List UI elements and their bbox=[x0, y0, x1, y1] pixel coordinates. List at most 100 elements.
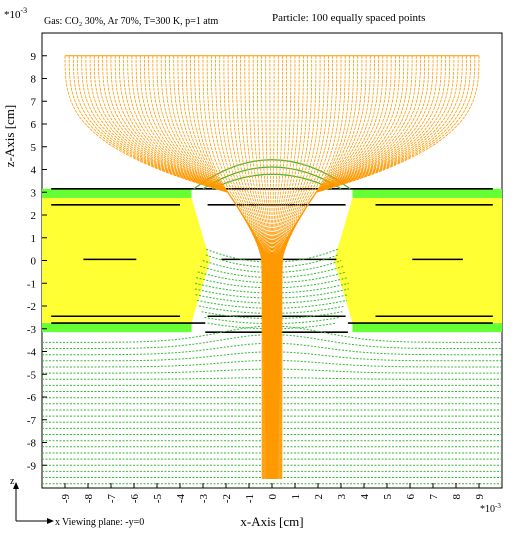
drift-line-32 bbox=[198, 55, 271, 479]
electrode-top-left bbox=[42, 188, 192, 198]
x-tick-label-4: 4 bbox=[359, 494, 371, 500]
y-ticks: -9 -8 -7 -6 -5 -4 -3 -2 -1 0 1 2 3 4 5 6 7 8 9 bbox=[27, 51, 47, 472]
field-line-drift-5 bbox=[42, 368, 502, 374]
field-line-hole-4 bbox=[196, 299, 348, 309]
drift-line-64 bbox=[273, 55, 333, 479]
insulator-right bbox=[334, 197, 502, 324]
drift-line-0 bbox=[64, 55, 268, 479]
drift-line-51 bbox=[271, 55, 279, 479]
drift-line-38 bbox=[223, 55, 272, 479]
x-tick-label--5: -5 bbox=[152, 494, 164, 504]
y-tick-label-7: 7 bbox=[31, 96, 37, 108]
axis-orientation-glyph: z x bbox=[10, 476, 60, 528]
drift-line-8 bbox=[98, 55, 269, 479]
drift-line-56 bbox=[272, 55, 300, 479]
x-tick-label-3: 3 bbox=[336, 494, 348, 500]
drift-line-57 bbox=[272, 55, 304, 479]
drift-line-82 bbox=[275, 55, 409, 479]
y-tick-label-2: 2 bbox=[31, 210, 37, 222]
drift-line-63 bbox=[273, 55, 329, 479]
drift-line-36 bbox=[215, 55, 271, 479]
x-tick-label--6: -6 bbox=[129, 494, 141, 504]
drift-line-42 bbox=[240, 55, 272, 479]
drift-line-99 bbox=[276, 55, 480, 479]
x-axis-label: x-Axis [cm] bbox=[240, 514, 303, 529]
drift-line-28 bbox=[181, 55, 271, 479]
electrode-bottom-left bbox=[42, 323, 192, 333]
x-tick-label-6: 6 bbox=[405, 494, 417, 500]
x-tick-label-2: 2 bbox=[313, 494, 325, 500]
x-tick-label-8: 8 bbox=[451, 494, 463, 500]
drift-line-26 bbox=[173, 55, 270, 479]
x-tick-label--8: -8 bbox=[83, 494, 95, 504]
insulator-left bbox=[42, 197, 210, 324]
y-tick-label-1: 1 bbox=[31, 233, 37, 245]
drift-line-62 bbox=[272, 55, 325, 479]
y-tick-label--6: -6 bbox=[27, 392, 37, 404]
drift-line-46 bbox=[257, 55, 272, 479]
drift-line-40 bbox=[231, 55, 272, 479]
axis-glyph-x: x bbox=[55, 517, 60, 528]
drift-line-52 bbox=[271, 55, 283, 479]
x-tick-label-7: 7 bbox=[428, 494, 440, 500]
y-tick-label-8: 8 bbox=[31, 74, 37, 86]
drift-line-39 bbox=[227, 55, 272, 479]
field-line-hole-3 bbox=[198, 305, 346, 314]
y-tick-label--1: -1 bbox=[27, 278, 36, 290]
x-tick-label--7: -7 bbox=[106, 494, 118, 504]
drift-line-97 bbox=[276, 55, 471, 479]
drift-line-43 bbox=[244, 55, 272, 479]
drift-column bbox=[261, 253, 283, 479]
drift-line-91 bbox=[275, 55, 446, 479]
drift-line-69 bbox=[273, 55, 354, 479]
x-ticks: -9 -8 -7 -6 -5 -4 -3 -2 -1 0 1 2 3 4 5 6 7 8 9 bbox=[60, 483, 486, 503]
electrode-bottom-right bbox=[352, 323, 502, 333]
drift-line-1 bbox=[68, 55, 268, 479]
drift-line-71 bbox=[273, 55, 363, 479]
x-tick-label-9: 9 bbox=[474, 494, 486, 500]
x-tick-label--9: -9 bbox=[60, 494, 72, 504]
chart-title-left: Gas: CO₂ 30%, Ar 70%, T=300 K, p=1 atm bbox=[44, 16, 219, 27]
y-tick-label--7: -7 bbox=[27, 415, 37, 427]
drift-line-41 bbox=[236, 55, 272, 479]
drift-line-17 bbox=[135, 55, 269, 479]
electrode-top-right bbox=[352, 188, 502, 198]
x-exponent: *10-3 bbox=[480, 502, 501, 515]
drift-line-53 bbox=[272, 55, 287, 479]
drift-line-66 bbox=[273, 55, 342, 479]
y-tick-label-5: 5 bbox=[31, 142, 37, 154]
field-line-hole-8 bbox=[195, 277, 349, 289]
drift-line-34 bbox=[206, 55, 271, 479]
drift-line-21 bbox=[152, 55, 270, 479]
drift-line-35 bbox=[211, 55, 271, 479]
drift-line-61 bbox=[272, 55, 321, 479]
drift-line-30 bbox=[190, 55, 271, 479]
drift-line-60 bbox=[272, 55, 317, 479]
drift-line-13 bbox=[119, 55, 269, 479]
drift-line-48 bbox=[265, 55, 273, 479]
drift-line-65 bbox=[273, 55, 338, 479]
drift-line-44 bbox=[248, 55, 272, 479]
drift-line-33 bbox=[202, 55, 271, 479]
drift-line-73 bbox=[274, 55, 371, 479]
x-tick-label--3: -3 bbox=[198, 494, 210, 504]
y-axis-label: z-Axis [cm] bbox=[2, 105, 17, 167]
drift-line-49 bbox=[269, 55, 273, 479]
x-tick-label-5: 5 bbox=[382, 494, 394, 500]
y-tick-label--3: -3 bbox=[27, 324, 37, 336]
drift-line-37 bbox=[219, 55, 272, 479]
y-tick-label-0: 0 bbox=[31, 256, 37, 268]
drift-line-54 bbox=[272, 55, 292, 479]
x-tick-label--4: -4 bbox=[175, 494, 187, 504]
y-tick-label-4: 4 bbox=[31, 165, 37, 177]
x-tick-label--2: -2 bbox=[221, 494, 233, 503]
y-tick-label--8: -8 bbox=[27, 438, 37, 450]
axis-glyph-z: z bbox=[10, 476, 15, 487]
y-tick-label-6: 6 bbox=[31, 119, 37, 131]
y-tick-label-9: 9 bbox=[31, 51, 37, 63]
drift-lines bbox=[64, 55, 480, 479]
drift-line-98 bbox=[276, 55, 476, 479]
drift-line-86 bbox=[275, 55, 425, 479]
y-tick-label--5: -5 bbox=[27, 369, 37, 381]
y-tick-label--4: -4 bbox=[27, 347, 37, 359]
